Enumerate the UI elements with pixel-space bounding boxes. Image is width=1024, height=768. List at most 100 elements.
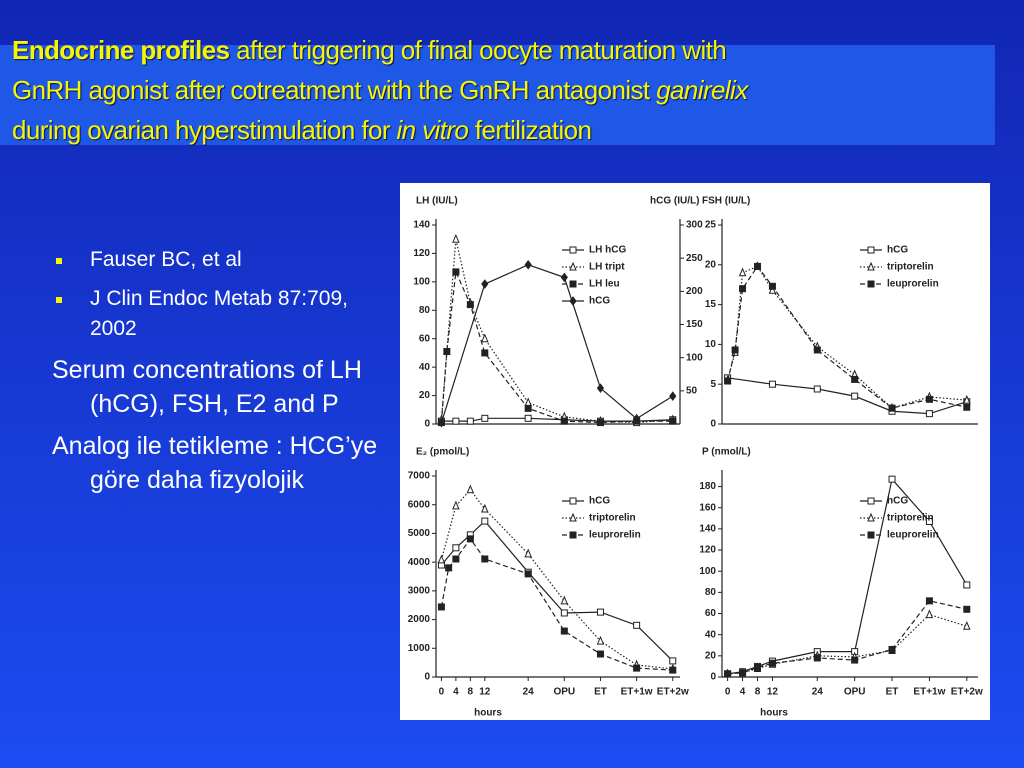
y2-tick-label: 250 — [686, 253, 703, 264]
title-segment: after triggering of final oocyte maturat… — [229, 35, 727, 65]
marker — [867, 531, 875, 539]
y-tick-label: 100 — [413, 276, 430, 287]
title-segment: fertilization — [468, 115, 592, 145]
marker — [813, 654, 821, 662]
marker — [452, 500, 460, 510]
title-line: GnRH agonist after cotreatment with the … — [12, 70, 748, 110]
marker — [851, 392, 859, 400]
y-tick-label: 1000 — [408, 643, 431, 654]
y2-tick-label: 200 — [686, 286, 703, 297]
y-tick-label: 140 — [699, 524, 716, 535]
marker — [560, 417, 568, 425]
marker — [963, 394, 971, 404]
x-tick-label: ET+2w — [657, 687, 689, 698]
marker — [524, 404, 532, 412]
y-tick-label: 5000 — [408, 528, 431, 539]
y2-tick-label: 100 — [686, 352, 703, 363]
y-tick-label: 20 — [419, 390, 431, 401]
y-tick-label: 120 — [699, 545, 716, 556]
legend-label: leuprorelin — [887, 279, 939, 290]
y-tick-label: 10 — [705, 339, 717, 350]
series-line — [440, 537, 673, 671]
marker — [813, 385, 821, 393]
marker — [596, 608, 604, 616]
marker — [569, 280, 577, 288]
marker — [851, 375, 859, 383]
legend-label: triptorelin — [887, 513, 934, 524]
marker — [452, 555, 460, 563]
marker — [466, 417, 474, 425]
y-tick-label: 180 — [699, 481, 716, 492]
marker — [560, 609, 568, 617]
x-tick-label: 8 — [755, 687, 761, 698]
marker — [738, 267, 747, 277]
marker — [867, 261, 875, 271]
x-tick-label: ET+1w — [913, 687, 945, 698]
marker — [596, 419, 604, 427]
marker — [524, 259, 532, 270]
marker — [466, 484, 475, 494]
y-tick-label: 80 — [419, 305, 431, 316]
y2-tick-label: 300 — [686, 220, 703, 231]
legend-label: LH hCG — [589, 245, 626, 256]
marker — [560, 595, 569, 605]
y-tick-label: 140 — [413, 220, 430, 231]
legend-label: hCG — [887, 245, 908, 256]
x-tick-label: 8 — [468, 687, 474, 698]
x-axis-label: hours — [474, 708, 502, 719]
y2-tick-label: 50 — [686, 385, 698, 396]
marker — [851, 656, 859, 664]
title-line: during ovarian hyperstimulation for in v… — [12, 110, 748, 150]
marker — [867, 280, 875, 288]
x-tick-label: ET — [594, 687, 607, 698]
legend-label: hCG — [589, 496, 610, 507]
paragraph: Analog ile tetikleme : HCG’ye göre daha … — [52, 432, 378, 494]
marker — [452, 233, 460, 243]
title-band — [0, 45, 995, 145]
marker — [481, 349, 489, 357]
y2-axis-label: hCG (IU/L) — [650, 196, 699, 207]
marker — [524, 414, 532, 422]
marker — [669, 666, 677, 674]
legend-label: LH tript — [589, 262, 625, 273]
y-axis-label: FSH (IU/L) — [702, 196, 750, 207]
marker — [452, 268, 460, 276]
slide-title: Endocrine profiles after triggering of f… — [12, 30, 748, 150]
marker — [739, 669, 747, 677]
y-tick-label: 0 — [424, 672, 430, 683]
y-tick-label: 15 — [705, 299, 717, 310]
y-axis-label: LH (IU/L) — [416, 196, 458, 207]
marker — [437, 554, 446, 564]
y-tick-label: 0 — [710, 419, 716, 430]
x-tick-label: 0 — [725, 687, 731, 698]
y-tick-label: 60 — [419, 333, 431, 344]
marker — [731, 346, 739, 354]
marker — [481, 279, 489, 289]
marker — [888, 645, 896, 653]
y-axis-label: E₂ (pmol/L) — [416, 447, 469, 458]
marker — [481, 517, 489, 525]
x-tick-label: ET — [886, 687, 899, 698]
legend-label: triptorelin — [589, 513, 636, 524]
y-tick-label: 4000 — [408, 557, 431, 568]
x-tick-label: OPU — [553, 687, 575, 698]
y-tick-label: 0 — [710, 672, 716, 683]
marker — [754, 663, 762, 671]
marker — [633, 664, 641, 672]
marker — [739, 285, 747, 293]
body-text: Fauser BC, et al J Clin Endoc Metab 87:7… — [52, 245, 382, 505]
y-tick-label: 3000 — [408, 585, 431, 596]
marker — [443, 348, 451, 356]
marker — [669, 417, 677, 425]
marker — [452, 544, 460, 552]
marker — [524, 548, 532, 558]
x-tick-label: OPU — [844, 687, 866, 698]
y2-tick-label: 150 — [686, 319, 703, 330]
marker — [867, 512, 875, 522]
x-tick-label: 0 — [439, 687, 445, 698]
figure-background — [400, 183, 990, 720]
marker — [813, 346, 821, 354]
y-tick-label: 40 — [705, 629, 717, 640]
y-tick-label: 25 — [705, 220, 717, 231]
